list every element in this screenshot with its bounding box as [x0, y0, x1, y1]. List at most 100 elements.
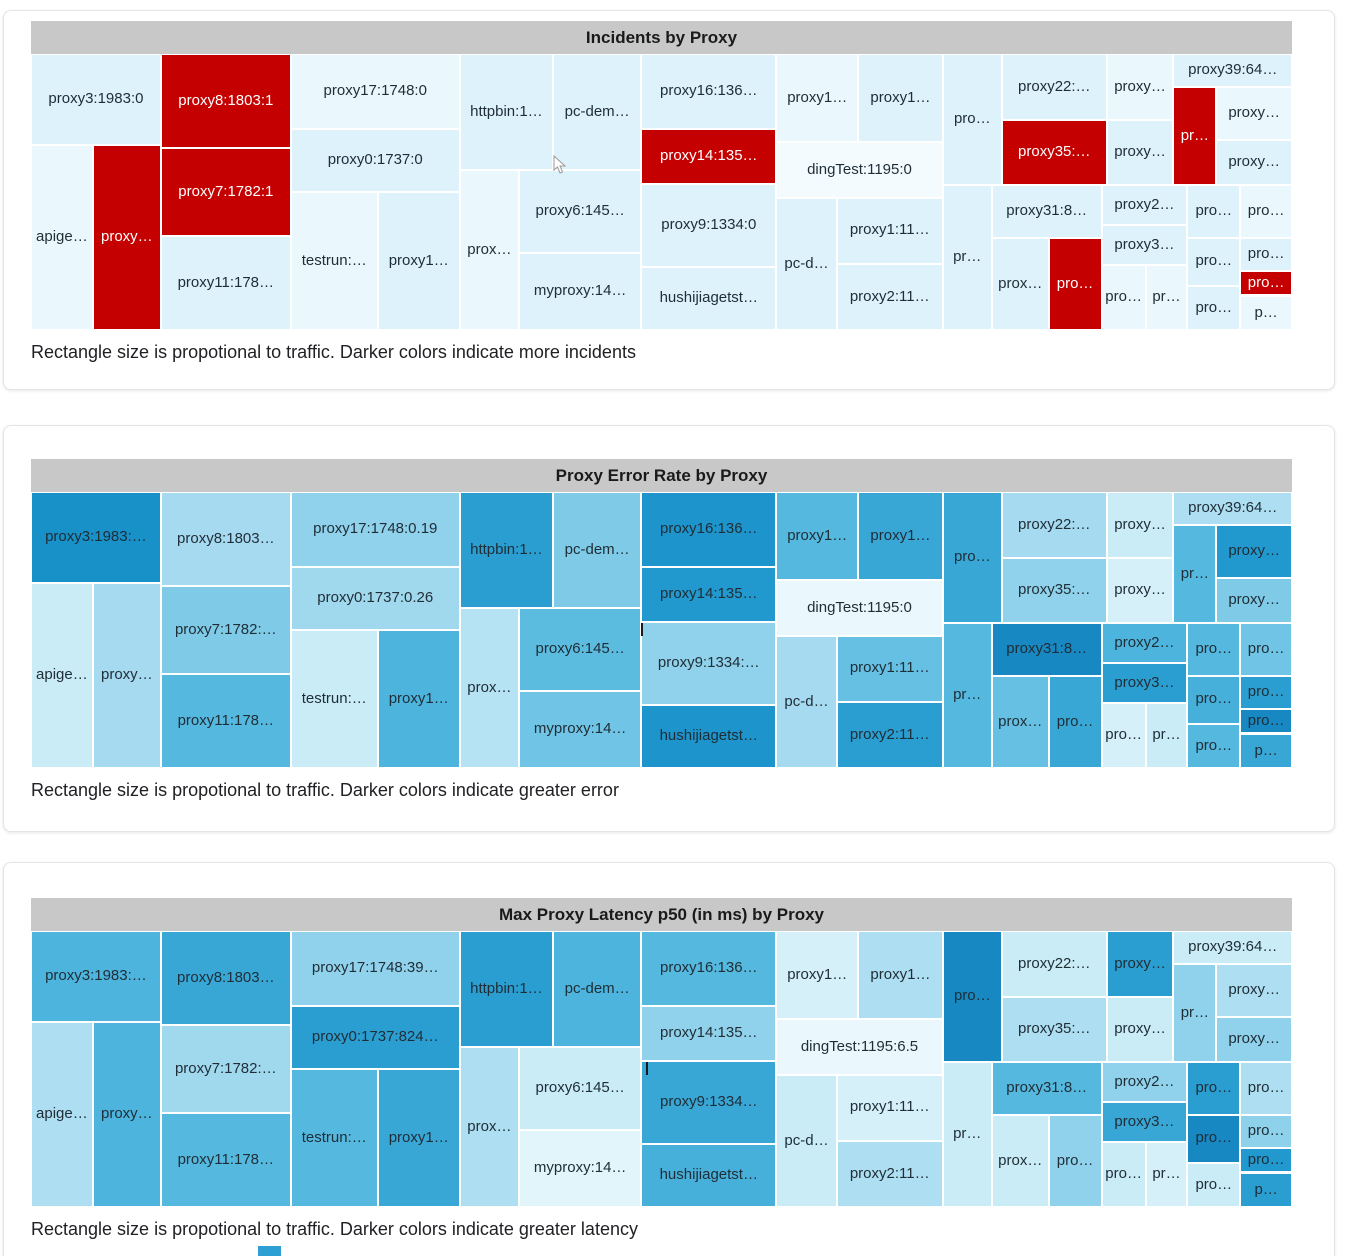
- treemap-cell[interactable]: pro…: [1187, 237, 1241, 286]
- treemap-cell[interactable]: pro…: [1240, 1062, 1292, 1115]
- treemap-cell[interactable]: proxy0:1737:824…: [290, 1005, 460, 1069]
- treemap-cell[interactable]: pro…: [1240, 270, 1292, 296]
- treemap-cell[interactable]: pr…: [1173, 87, 1217, 186]
- treemap-cell[interactable]: pro…: [1187, 623, 1241, 676]
- treemap-cell[interactable]: apige…: [31, 583, 93, 768]
- treemap-cell[interactable]: pr…: [1145, 265, 1188, 330]
- treemap-cell[interactable]: proxy2:11…: [836, 701, 943, 768]
- treemap-cell[interactable]: p…: [1240, 733, 1292, 768]
- treemap-cell[interactable]: pro…: [1048, 237, 1102, 330]
- treemap-cell[interactable]: proxy…: [1106, 931, 1174, 998]
- treemap-cell[interactable]: proxy3:1983:…: [31, 931, 161, 1023]
- treemap-cell[interactable]: pro…: [1240, 185, 1292, 238]
- treemap-cell[interactable]: prox…: [991, 237, 1049, 330]
- treemap-cell[interactable]: proxy22:…: [1001, 54, 1107, 121]
- treemap-cell[interactable]: proxy…: [1216, 139, 1292, 186]
- treemap-cell[interactable]: pro…: [1187, 185, 1241, 238]
- treemap-cell[interactable]: proxy16:136…: [641, 931, 777, 1006]
- treemap-cell[interactable]: pr…: [1145, 703, 1188, 768]
- treemap-cell[interactable]: pro…: [1187, 723, 1241, 768]
- treemap-cell[interactable]: proxy…: [1216, 525, 1292, 578]
- treemap-cell[interactable]: httpbin:1…: [459, 931, 554, 1047]
- treemap-cell[interactable]: proxy0:1737:0: [290, 128, 460, 192]
- treemap-cell[interactable]: proxy3…: [1101, 1102, 1188, 1143]
- treemap-cell[interactable]: proxy17:1748:0.19: [290, 492, 460, 567]
- treemap-cell[interactable]: myproxy:14…: [519, 1129, 642, 1207]
- treemap-cell[interactable]: proxy6:145…: [519, 607, 642, 691]
- treemap-cell[interactable]: p…: [1240, 295, 1292, 330]
- treemap-cell[interactable]: prox…: [459, 169, 519, 330]
- treemap-cell[interactable]: proxy3:1983:…: [31, 492, 161, 584]
- treemap-cell[interactable]: prox…: [459, 607, 519, 768]
- treemap-cell[interactable]: proxy35:…: [1001, 997, 1107, 1063]
- treemap-cell[interactable]: pro…: [1187, 285, 1241, 330]
- treemap-cell[interactable]: proxy1…: [776, 492, 859, 581]
- treemap-cell[interactable]: prox…: [991, 675, 1049, 768]
- treemap-cell[interactable]: proxy0:1737:0.26: [290, 566, 460, 630]
- treemap-cell[interactable]: apige…: [31, 1022, 93, 1207]
- treemap-cell[interactable]: hushijiagetst…: [641, 704, 777, 768]
- treemap-cell[interactable]: p…: [1240, 1172, 1292, 1207]
- treemap-cell[interactable]: proxy14:135…: [641, 128, 777, 184]
- treemap-cell[interactable]: proxy31:8…: [991, 185, 1102, 238]
- treemap-cell[interactable]: proxy31:8…: [991, 623, 1102, 676]
- treemap-cell[interactable]: pro…: [1240, 708, 1292, 734]
- treemap-cell[interactable]: proxy…: [1106, 492, 1174, 559]
- treemap-cell[interactable]: pr…: [942, 1062, 992, 1207]
- treemap-cell[interactable]: testrun:…: [290, 630, 378, 768]
- treemap-cell[interactable]: myproxy:14…: [519, 252, 642, 330]
- treemap-cell[interactable]: pc-d…: [776, 1074, 837, 1207]
- treemap-cell[interactable]: proxy22:…: [1001, 931, 1107, 998]
- treemap-cell[interactable]: prox…: [991, 1114, 1049, 1207]
- treemap-cell[interactable]: proxy31:8…: [991, 1062, 1102, 1115]
- treemap-cell[interactable]: proxy14:135…: [641, 1005, 777, 1061]
- treemap-cell[interactable]: dingTest:1195:0: [776, 580, 943, 636]
- treemap-cell[interactable]: pc-d…: [776, 635, 837, 768]
- treemap-cell[interactable]: proxy39:64…: [1173, 54, 1292, 88]
- treemap-cell[interactable]: pro…: [1101, 1142, 1146, 1207]
- treemap-cell[interactable]: proxy17:1748:39…: [290, 931, 460, 1006]
- treemap-cell[interactable]: proxy7:1782:1: [160, 147, 291, 237]
- treemap-cell[interactable]: proxy…: [1216, 577, 1292, 624]
- treemap-cell[interactable]: pc-d…: [776, 197, 837, 330]
- treemap-cell[interactable]: hushijiagetst…: [641, 266, 777, 330]
- treemap-cell[interactable]: proxy39:64…: [1173, 931, 1292, 965]
- treemap-cell[interactable]: proxy8:1803…: [160, 931, 291, 1025]
- treemap-cell[interactable]: httpbin:1…: [459, 492, 554, 608]
- treemap-cell[interactable]: proxy1…: [377, 1069, 460, 1207]
- treemap-cell[interactable]: pro…: [1101, 265, 1146, 330]
- treemap-cell[interactable]: pro…: [942, 492, 1002, 624]
- treemap-cell[interactable]: proxy…: [92, 1022, 161, 1207]
- treemap-cell[interactable]: proxy2:11…: [836, 1140, 943, 1207]
- treemap-cell[interactable]: myproxy:14…: [519, 690, 642, 768]
- treemap-cell[interactable]: proxy8:1803…: [160, 492, 291, 586]
- treemap-cell[interactable]: pro…: [1048, 675, 1102, 768]
- treemap-cell[interactable]: proxy…: [1216, 87, 1292, 140]
- treemap-cell[interactable]: proxy1:11…: [836, 635, 943, 702]
- treemap-cell[interactable]: proxy3…: [1101, 663, 1188, 704]
- treemap-cell[interactable]: pr…: [1173, 964, 1217, 1063]
- treemap-cell[interactable]: pr…: [942, 623, 992, 768]
- treemap-cell[interactable]: proxy1…: [776, 54, 859, 143]
- treemap-cell[interactable]: dingTest:1195:0: [776, 142, 943, 198]
- treemap-cell[interactable]: proxy2…: [1101, 623, 1188, 664]
- treemap-cell[interactable]: pro…: [1240, 1114, 1292, 1148]
- treemap-cell[interactable]: proxy14:135…: [641, 566, 777, 622]
- treemap-cell[interactable]: pc-dem…: [553, 931, 642, 1047]
- treemap-cell[interactable]: proxy1…: [377, 630, 460, 768]
- treemap-cell[interactable]: hushijiagetst…: [641, 1143, 777, 1207]
- treemap-cell[interactable]: pro…: [942, 931, 1002, 1063]
- treemap-cell[interactable]: proxy1…: [858, 54, 943, 143]
- treemap-cell[interactable]: proxy16:136…: [641, 492, 777, 567]
- treemap-cell[interactable]: proxy8:1803:1: [160, 54, 291, 148]
- treemap-cell[interactable]: proxy6:145…: [519, 169, 642, 253]
- treemap-cell[interactable]: testrun:…: [290, 1069, 378, 1207]
- treemap-cell[interactable]: pr…: [1145, 1142, 1188, 1207]
- treemap-cell[interactable]: proxy11:178…: [160, 236, 291, 330]
- treemap-cell[interactable]: httpbin:1…: [459, 54, 554, 170]
- treemap-cell[interactable]: proxy1…: [377, 192, 460, 330]
- treemap-cell[interactable]: pc-dem…: [553, 492, 642, 608]
- treemap-cell[interactable]: pro…: [1240, 675, 1292, 709]
- treemap-cell[interactable]: pro…: [1187, 1114, 1241, 1163]
- treemap-cell[interactable]: pro…: [1187, 675, 1241, 724]
